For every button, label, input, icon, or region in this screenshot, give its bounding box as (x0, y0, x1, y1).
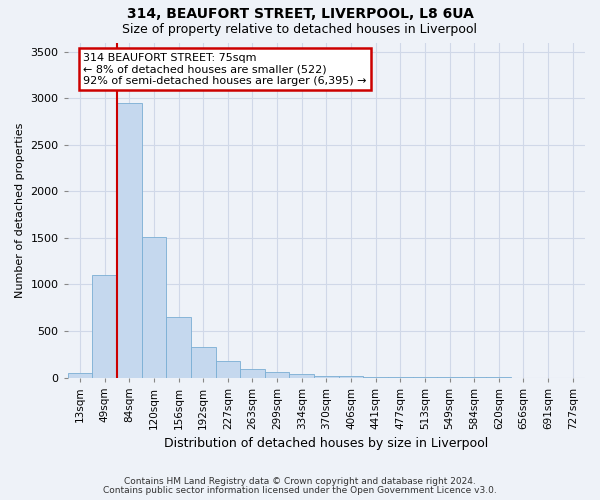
Text: 314, BEAUFORT STREET, LIVERPOOL, L8 6UA: 314, BEAUFORT STREET, LIVERPOOL, L8 6UA (127, 8, 473, 22)
Bar (191, 347, 215, 378)
Y-axis label: Number of detached properties: Number of detached properties (15, 122, 25, 298)
Bar (166, 317, 191, 378)
Bar (68, 373, 92, 378)
Bar (364, 377, 388, 378)
Text: Contains HM Land Registry data © Crown copyright and database right 2024.: Contains HM Land Registry data © Crown c… (124, 477, 476, 486)
Bar (142, 237, 166, 378)
Bar (265, 372, 289, 378)
Bar (215, 361, 240, 378)
Text: Size of property relative to detached houses in Liverpool: Size of property relative to detached ho… (122, 22, 478, 36)
Bar (338, 376, 364, 378)
Bar (240, 368, 265, 378)
X-axis label: Distribution of detached houses by size in Liverpool: Distribution of detached houses by size … (164, 437, 488, 450)
Bar (117, 103, 142, 378)
Bar (314, 376, 338, 378)
Text: Contains public sector information licensed under the Open Government Licence v3: Contains public sector information licen… (103, 486, 497, 495)
Bar (92, 275, 117, 378)
Bar (289, 374, 314, 378)
Text: 314 BEAUFORT STREET: 75sqm
← 8% of detached houses are smaller (522)
92% of semi: 314 BEAUFORT STREET: 75sqm ← 8% of detac… (83, 52, 367, 86)
